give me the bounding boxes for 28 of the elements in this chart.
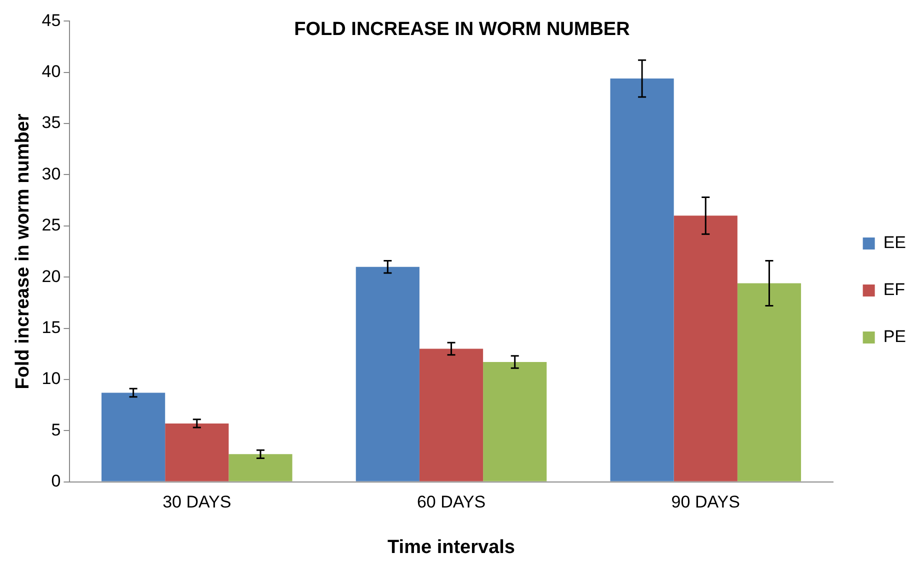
bar	[737, 283, 802, 482]
y-tick-label: 5	[51, 420, 61, 440]
chart-title: FOLD INCREASE IN WORM NUMBER	[294, 19, 630, 40]
y-tick-label: 35	[42, 113, 61, 132]
y-tick-label: 15	[42, 318, 61, 337]
legend-label: PE	[883, 327, 906, 346]
y-tick-label: 30	[42, 164, 61, 184]
bar	[610, 78, 674, 482]
x-tick-label: 30 DAYS	[162, 492, 232, 512]
bar	[674, 216, 738, 482]
bar	[419, 348, 484, 482]
bar	[102, 392, 166, 482]
y-tick-label: 25	[42, 216, 61, 235]
y-tick-label: 0	[51, 471, 61, 490]
bar	[483, 362, 547, 482]
bar	[228, 454, 292, 482]
y-tick-label: 10	[42, 369, 61, 388]
legend-label: EF	[883, 280, 906, 300]
legend-label: EE	[883, 233, 906, 252]
y-axis-title: Fold increase in worm number	[12, 113, 34, 390]
x-tick-label: 60 DAYS	[416, 492, 486, 512]
bar	[165, 423, 229, 482]
bar	[356, 266, 420, 482]
x-tick-label: 90 DAYS	[671, 492, 740, 512]
x-axis-title: Time intervals	[388, 536, 515, 558]
y-tick-label: 20	[42, 266, 61, 286]
y-tick-label: 45	[42, 10, 61, 30]
y-tick-label: 40	[42, 62, 61, 82]
